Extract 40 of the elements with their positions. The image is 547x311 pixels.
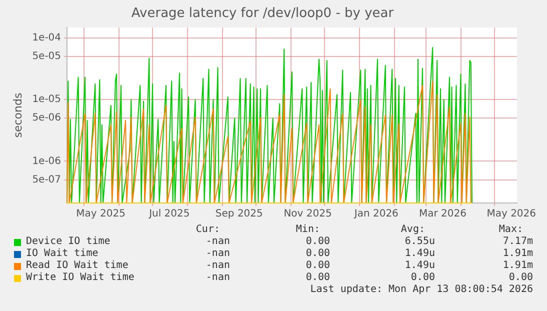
text: 1.91m (502, 260, 533, 271)
y-tick-label: 1e-05 (32, 94, 62, 106)
text: 0.00 (410, 272, 435, 283)
text: 0.00 (306, 236, 330, 247)
text: -nan (206, 236, 230, 247)
text: 1.49u (404, 248, 435, 259)
legend-label: Write IO Wait time (26, 272, 134, 284)
x-tick-label: Nov 2025 (284, 208, 332, 220)
y-axis-title: seconds (11, 92, 24, 138)
text: 0.00 (508, 272, 533, 283)
text: Avg: (400, 224, 425, 235)
text: 6.55u (404, 236, 435, 247)
y-tick-label: 1e-04 (32, 32, 62, 44)
text: 0.00 (306, 260, 330, 271)
text: 7.17m (502, 236, 533, 247)
x-tick-label: Jul 2025 (148, 208, 190, 220)
x-tick-label: May 2025 (76, 208, 126, 220)
text: 0.00 (306, 272, 330, 283)
y-tick-label: 5e-05 (32, 51, 62, 62)
legend-label: Read IO Wait time (26, 260, 128, 272)
y-tick-label: 1e-06 (32, 156, 62, 167)
text: Cur: (196, 224, 220, 235)
legend-label: IO Wait time (26, 248, 98, 260)
y-tick-label: 5e-06 (32, 112, 62, 124)
text: Max: (498, 224, 523, 235)
text: 1.91m (502, 248, 533, 259)
text: Last update: Mon Apr 13 08:00:54 2026 (310, 284, 533, 295)
x-tick-label: Sep 2025 (215, 208, 263, 220)
x-tick-label: Jan 2026 (353, 208, 398, 220)
text: -nan (206, 248, 230, 259)
text: 1.49u (404, 260, 435, 271)
text: 0.00 (306, 248, 330, 259)
text: Min: (296, 224, 320, 235)
x-tick-label: May 2026 (486, 208, 536, 220)
text: -nan (206, 272, 230, 283)
legend-label: Device IO time (26, 236, 110, 248)
y-tick-label: 5e-07 (32, 174, 62, 186)
x-tick-label: Mar 2026 (419, 208, 467, 220)
text: -nan (206, 260, 230, 271)
chart-title: Average latency for /dev/loop0 - by year (131, 6, 394, 22)
